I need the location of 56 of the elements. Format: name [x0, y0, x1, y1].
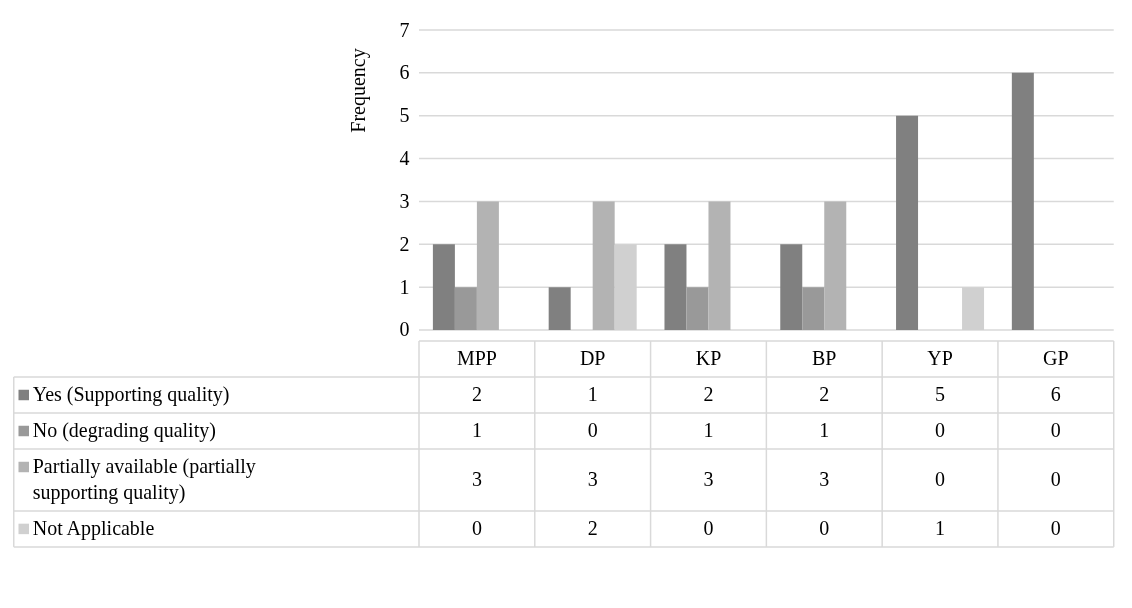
y-tick-label: 4 [399, 147, 410, 170]
bar [686, 287, 709, 330]
x-tick-label: DP [579, 347, 606, 369]
bar [592, 201, 615, 330]
data-label: 3 [471, 467, 482, 490]
x-tick-label: GP [1043, 347, 1069, 369]
y-axis-title: Frequency [347, 48, 371, 133]
bar [896, 115, 919, 330]
y-tick-label: 5 [399, 104, 410, 127]
bar [476, 201, 499, 330]
bar [780, 244, 803, 330]
y-tick-label: 6 [399, 61, 410, 84]
bar [1011, 72, 1034, 330]
y-tick-label: 0 [399, 318, 410, 341]
data-label: 2 [819, 383, 830, 405]
legend-label: Partially available (partially supporting quality) [32, 455, 256, 504]
data-label: 0 [1050, 516, 1061, 539]
y-tick-label: 3 [399, 189, 410, 212]
data-label: 2 [587, 516, 598, 539]
bar [824, 201, 847, 330]
data-label: 0 [935, 467, 946, 490]
data-label: 3 [819, 467, 830, 490]
data-label: 3 [587, 467, 598, 490]
data-label: 0 [1050, 419, 1061, 441]
y-tick-label: 7 [399, 18, 410, 41]
legend-label: No (degrading quality) [32, 419, 216, 442]
bar [664, 244, 687, 330]
bar [548, 287, 571, 330]
data-label: 1 [471, 419, 482, 441]
data-label: 3 [703, 467, 714, 490]
data-label: 1 [935, 516, 946, 539]
x-tick-label: MPP [456, 347, 497, 369]
data-label: 2 [471, 383, 482, 405]
data-label: 0 [587, 419, 598, 441]
y-tick-label: 1 [399, 275, 410, 298]
data-label: 0 [703, 516, 714, 539]
bar [432, 244, 455, 330]
data-label: 1 [703, 419, 714, 441]
y-tick-label: 2 [399, 232, 410, 255]
data-label: 5 [935, 383, 946, 405]
x-tick-label: BP [812, 347, 837, 369]
legend-label: Not Applicable [32, 516, 155, 540]
bar [708, 201, 731, 330]
data-label: 0 [471, 516, 482, 539]
legend-label: Yes (Supporting quality) [32, 383, 230, 406]
data-label: 0 [819, 516, 830, 539]
x-tick-label: YP [927, 347, 953, 369]
data-label: 1 [587, 383, 598, 405]
data-label: 2 [703, 383, 714, 405]
data-label: 0 [935, 419, 946, 441]
data-label: 6 [1050, 383, 1061, 405]
bar [454, 287, 477, 330]
data-label: 0 [1050, 467, 1061, 490]
bar [802, 287, 825, 330]
x-tick-label: KP [695, 347, 722, 369]
data-label: 1 [819, 419, 830, 441]
